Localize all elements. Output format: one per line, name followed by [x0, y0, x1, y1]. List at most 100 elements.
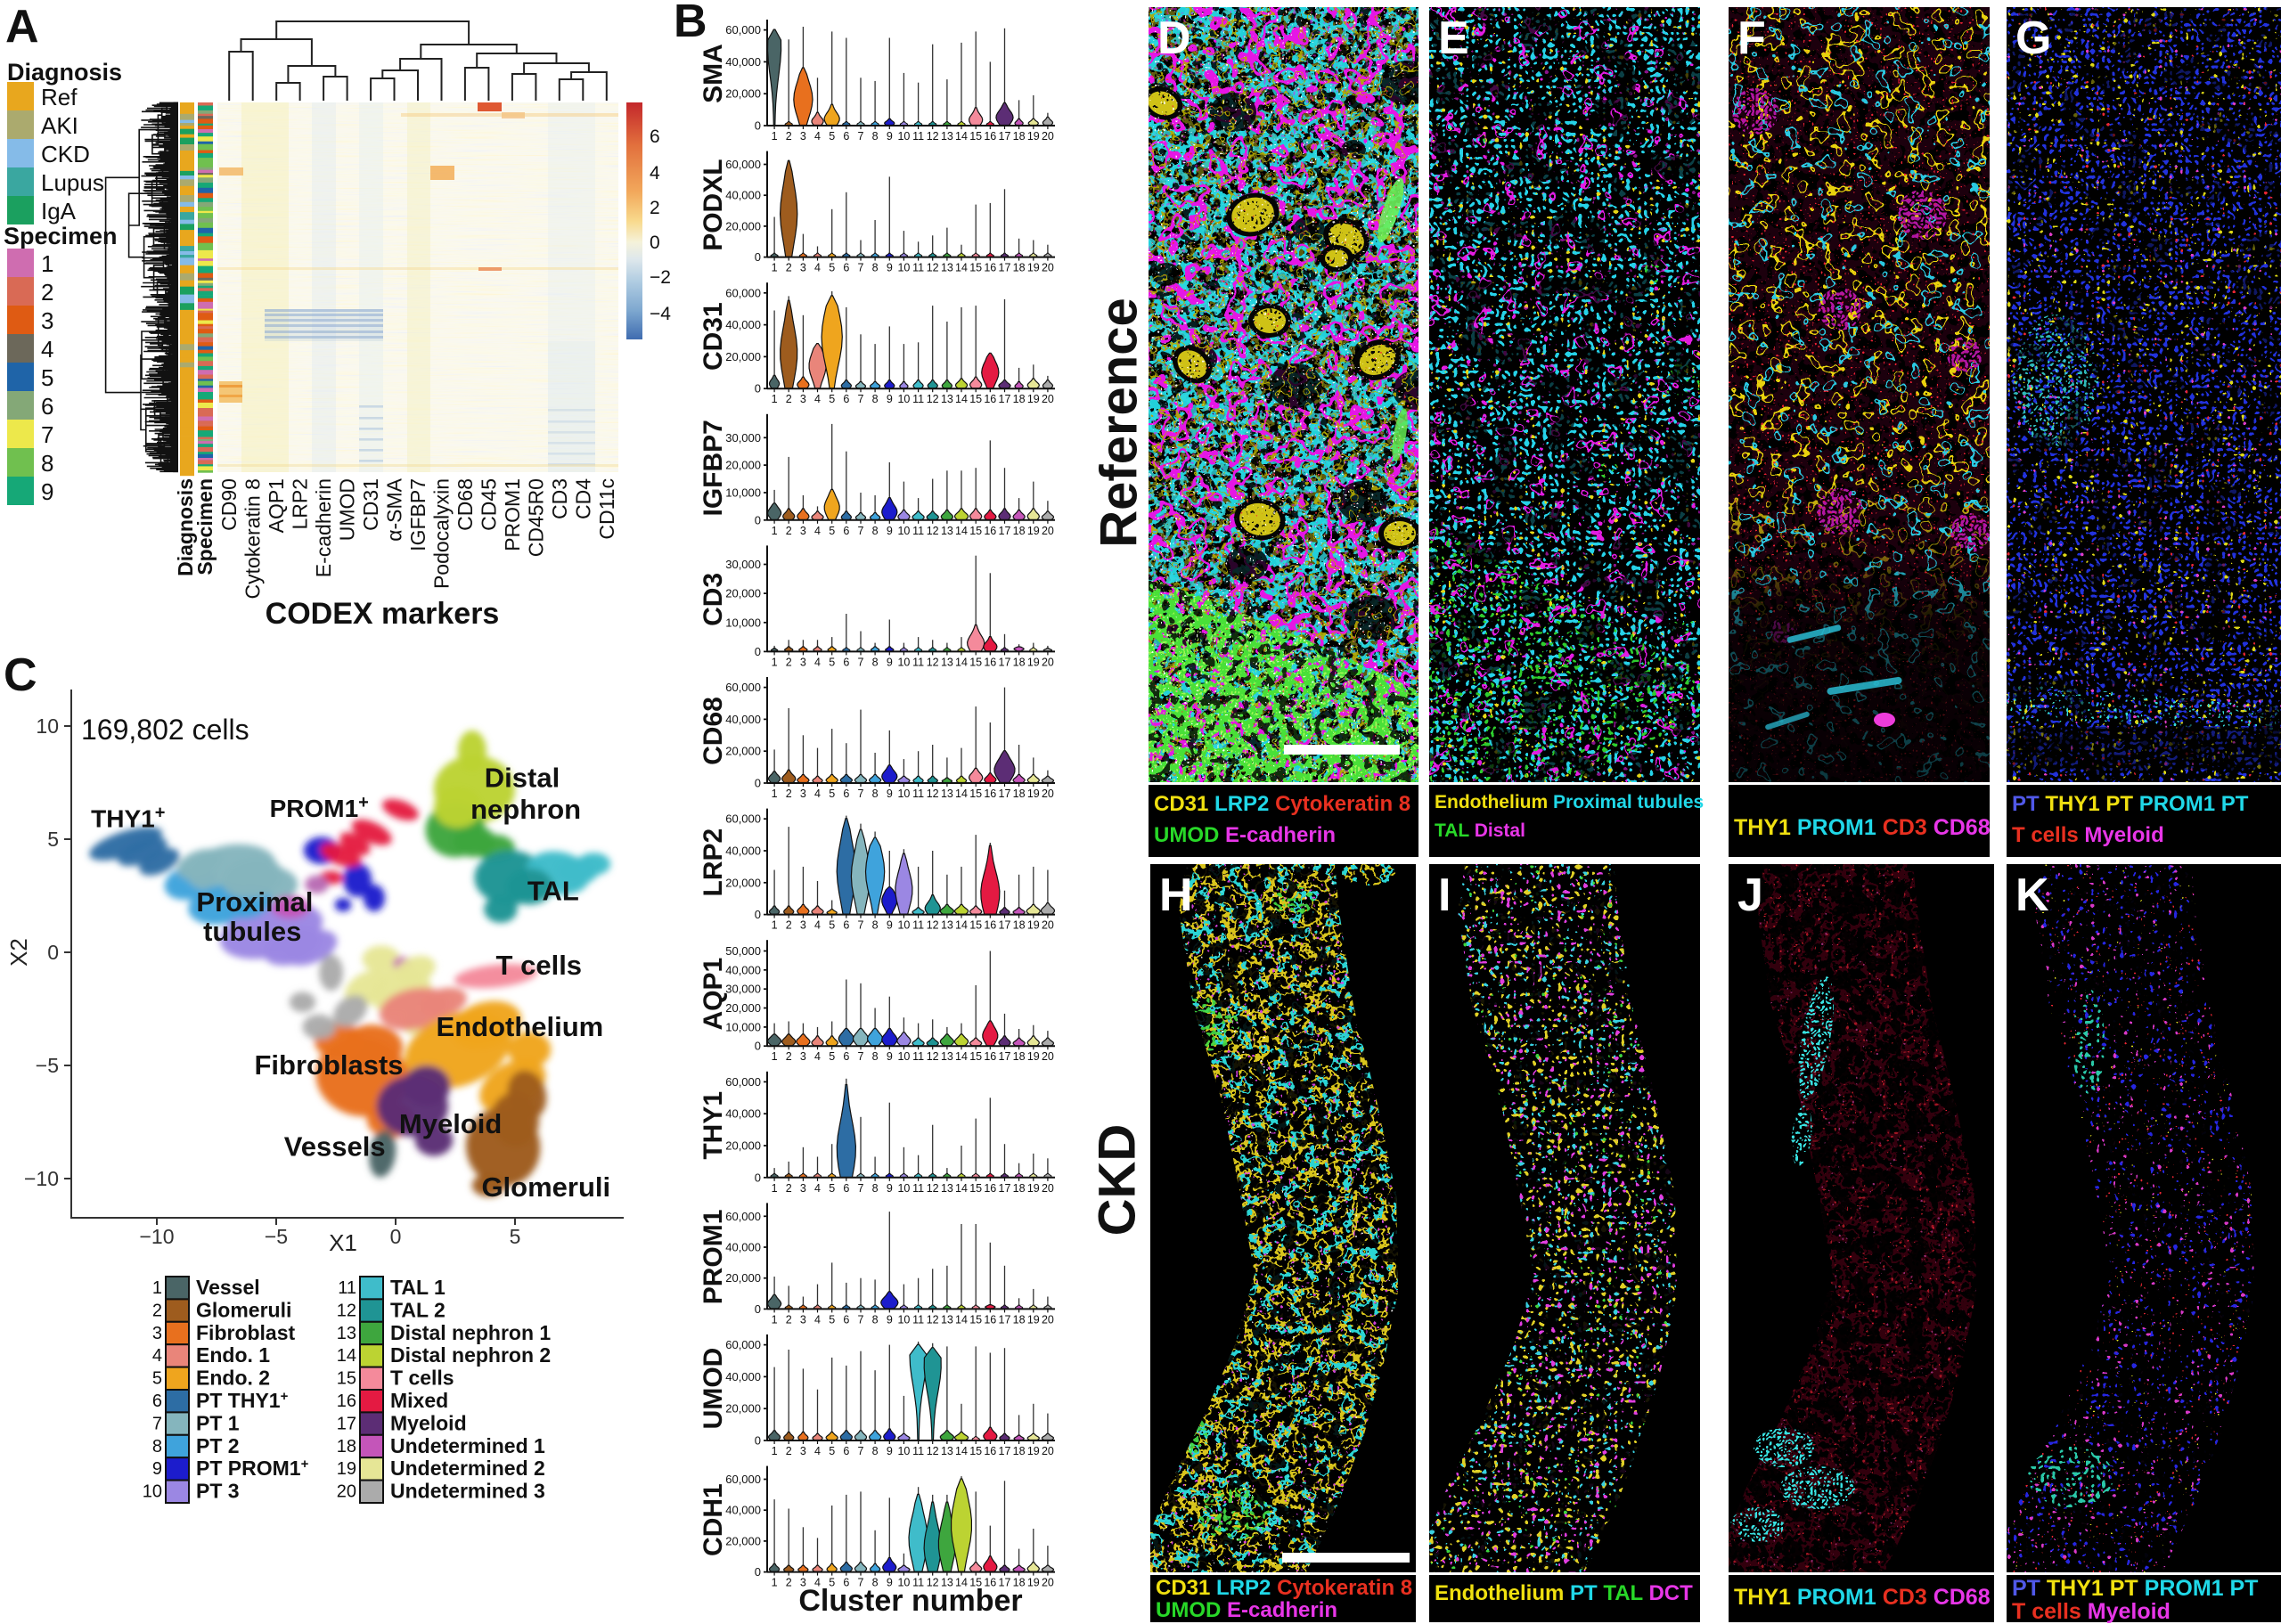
- svg-text:Distal: Distal: [485, 762, 560, 793]
- svg-text:2: 2: [786, 788, 792, 800]
- svg-text:16: 16: [984, 262, 996, 274]
- svg-text:13: 13: [941, 525, 953, 537]
- svg-text:10,000: 10,000: [725, 616, 761, 629]
- svg-text:8: 8: [872, 525, 879, 537]
- svg-text:13: 13: [941, 130, 953, 143]
- svg-text:5: 5: [829, 525, 835, 537]
- svg-text:9: 9: [887, 788, 893, 800]
- svg-text:12: 12: [927, 1050, 939, 1063]
- svg-text:CD68: CD68: [454, 478, 477, 531]
- svg-text:7: 7: [858, 788, 864, 800]
- svg-text:TAL 1: TAL 1: [390, 1276, 446, 1299]
- svg-text:Cluster number: Cluster number: [798, 1584, 1022, 1618]
- svg-text:Myeloid: Myeloid: [399, 1108, 502, 1139]
- svg-text:5: 5: [829, 393, 835, 405]
- svg-text:UMOD: UMOD: [699, 1348, 728, 1430]
- svg-text:2: 2: [786, 1050, 792, 1063]
- svg-text:20,000: 20,000: [725, 745, 761, 758]
- svg-text:3: 3: [800, 788, 806, 800]
- svg-text:13: 13: [941, 1182, 953, 1195]
- svg-text:50,000: 50,000: [725, 944, 761, 958]
- svg-text:1: 1: [772, 1050, 778, 1063]
- svg-text:1: 1: [772, 1313, 778, 1326]
- svg-text:E-cadherin: E-cadherin: [312, 478, 335, 577]
- svg-text:18: 18: [1013, 393, 1026, 405]
- svg-text:17: 17: [999, 1577, 1011, 1589]
- svg-text:PT 3: PT 3: [196, 1480, 240, 1503]
- svg-text:12: 12: [927, 1445, 939, 1457]
- svg-text:11: 11: [912, 393, 924, 405]
- svg-text:20: 20: [1042, 1313, 1054, 1326]
- svg-text:3: 3: [800, 1182, 806, 1195]
- svg-text:10,000: 10,000: [725, 486, 761, 500]
- svg-text:6: 6: [843, 1445, 849, 1457]
- svg-text:8: 8: [872, 393, 879, 405]
- svg-text:30,000: 30,000: [725, 983, 761, 996]
- svg-text:14: 14: [955, 1050, 968, 1063]
- svg-text:5: 5: [829, 656, 835, 668]
- svg-text:20,000: 20,000: [725, 1139, 761, 1153]
- svg-text:8: 8: [872, 919, 879, 932]
- svg-text:−4: −4: [650, 304, 671, 324]
- svg-text:20: 20: [1042, 525, 1054, 537]
- svg-text:60,000: 60,000: [725, 1338, 761, 1351]
- svg-text:7: 7: [858, 919, 864, 932]
- svg-text:17: 17: [999, 262, 1011, 274]
- svg-text:18: 18: [1013, 1577, 1026, 1589]
- svg-text:10: 10: [897, 1050, 910, 1063]
- svg-text:Cytokeratin 8: Cytokeratin 8: [241, 478, 265, 600]
- svg-text:10: 10: [897, 1445, 910, 1457]
- svg-text:11: 11: [912, 656, 924, 668]
- svg-text:16: 16: [984, 1577, 996, 1589]
- svg-text:0: 0: [755, 777, 761, 790]
- svg-text:12: 12: [927, 393, 939, 405]
- svg-text:20,000: 20,000: [725, 876, 761, 889]
- svg-text:−5: −5: [265, 1225, 288, 1248]
- svg-text:CD31: CD31: [359, 478, 382, 531]
- svg-text:11: 11: [912, 788, 924, 800]
- svg-text:17: 17: [999, 393, 1011, 405]
- svg-text:7: 7: [858, 1313, 864, 1326]
- svg-text:17: 17: [999, 1182, 1011, 1195]
- svg-text:11: 11: [912, 1313, 924, 1326]
- svg-text:6: 6: [843, 262, 849, 274]
- svg-text:14: 14: [955, 1313, 968, 1326]
- svg-text:8: 8: [872, 262, 879, 274]
- svg-text:8: 8: [872, 1313, 879, 1326]
- svg-text:Endo. 1: Endo. 1: [196, 1343, 270, 1367]
- svg-text:14: 14: [955, 1577, 968, 1589]
- svg-text:−5: −5: [36, 1054, 59, 1077]
- svg-text:4: 4: [814, 262, 821, 274]
- svg-text:14: 14: [955, 130, 968, 143]
- svg-text:9: 9: [887, 1445, 893, 1457]
- svg-text:1: 1: [772, 1182, 778, 1195]
- svg-text:2: 2: [786, 262, 792, 274]
- svg-text:9: 9: [887, 656, 893, 668]
- svg-text:17: 17: [337, 1414, 356, 1433]
- svg-text:0: 0: [755, 1040, 761, 1053]
- svg-text:2: 2: [786, 1182, 792, 1195]
- svg-text:13: 13: [941, 393, 953, 405]
- svg-text:40,000: 40,000: [725, 318, 761, 331]
- svg-text:PT PROM1+: PT PROM1+: [196, 1457, 309, 1480]
- svg-text:18: 18: [1013, 130, 1026, 143]
- svg-text:4: 4: [814, 1445, 821, 1457]
- svg-text:30,000: 30,000: [725, 431, 761, 445]
- svg-text:CD3: CD3: [699, 573, 728, 626]
- svg-text:10: 10: [897, 1577, 910, 1589]
- svg-text:40,000: 40,000: [725, 963, 761, 976]
- svg-text:9: 9: [887, 1182, 893, 1195]
- svg-text:8: 8: [872, 656, 879, 668]
- svg-text:19: 19: [1027, 393, 1040, 405]
- svg-text:Vessel: Vessel: [196, 1276, 260, 1299]
- svg-text:7: 7: [858, 1445, 864, 1457]
- svg-text:20,000: 20,000: [725, 87, 761, 101]
- svg-text:16: 16: [984, 525, 996, 537]
- svg-text:20: 20: [1042, 1050, 1054, 1063]
- svg-text:16: 16: [984, 788, 996, 800]
- svg-text:11: 11: [912, 1050, 924, 1063]
- svg-text:60,000: 60,000: [725, 1473, 761, 1486]
- svg-text:20,000: 20,000: [725, 350, 761, 363]
- svg-text:20,000: 20,000: [725, 219, 761, 233]
- svg-text:5: 5: [829, 788, 835, 800]
